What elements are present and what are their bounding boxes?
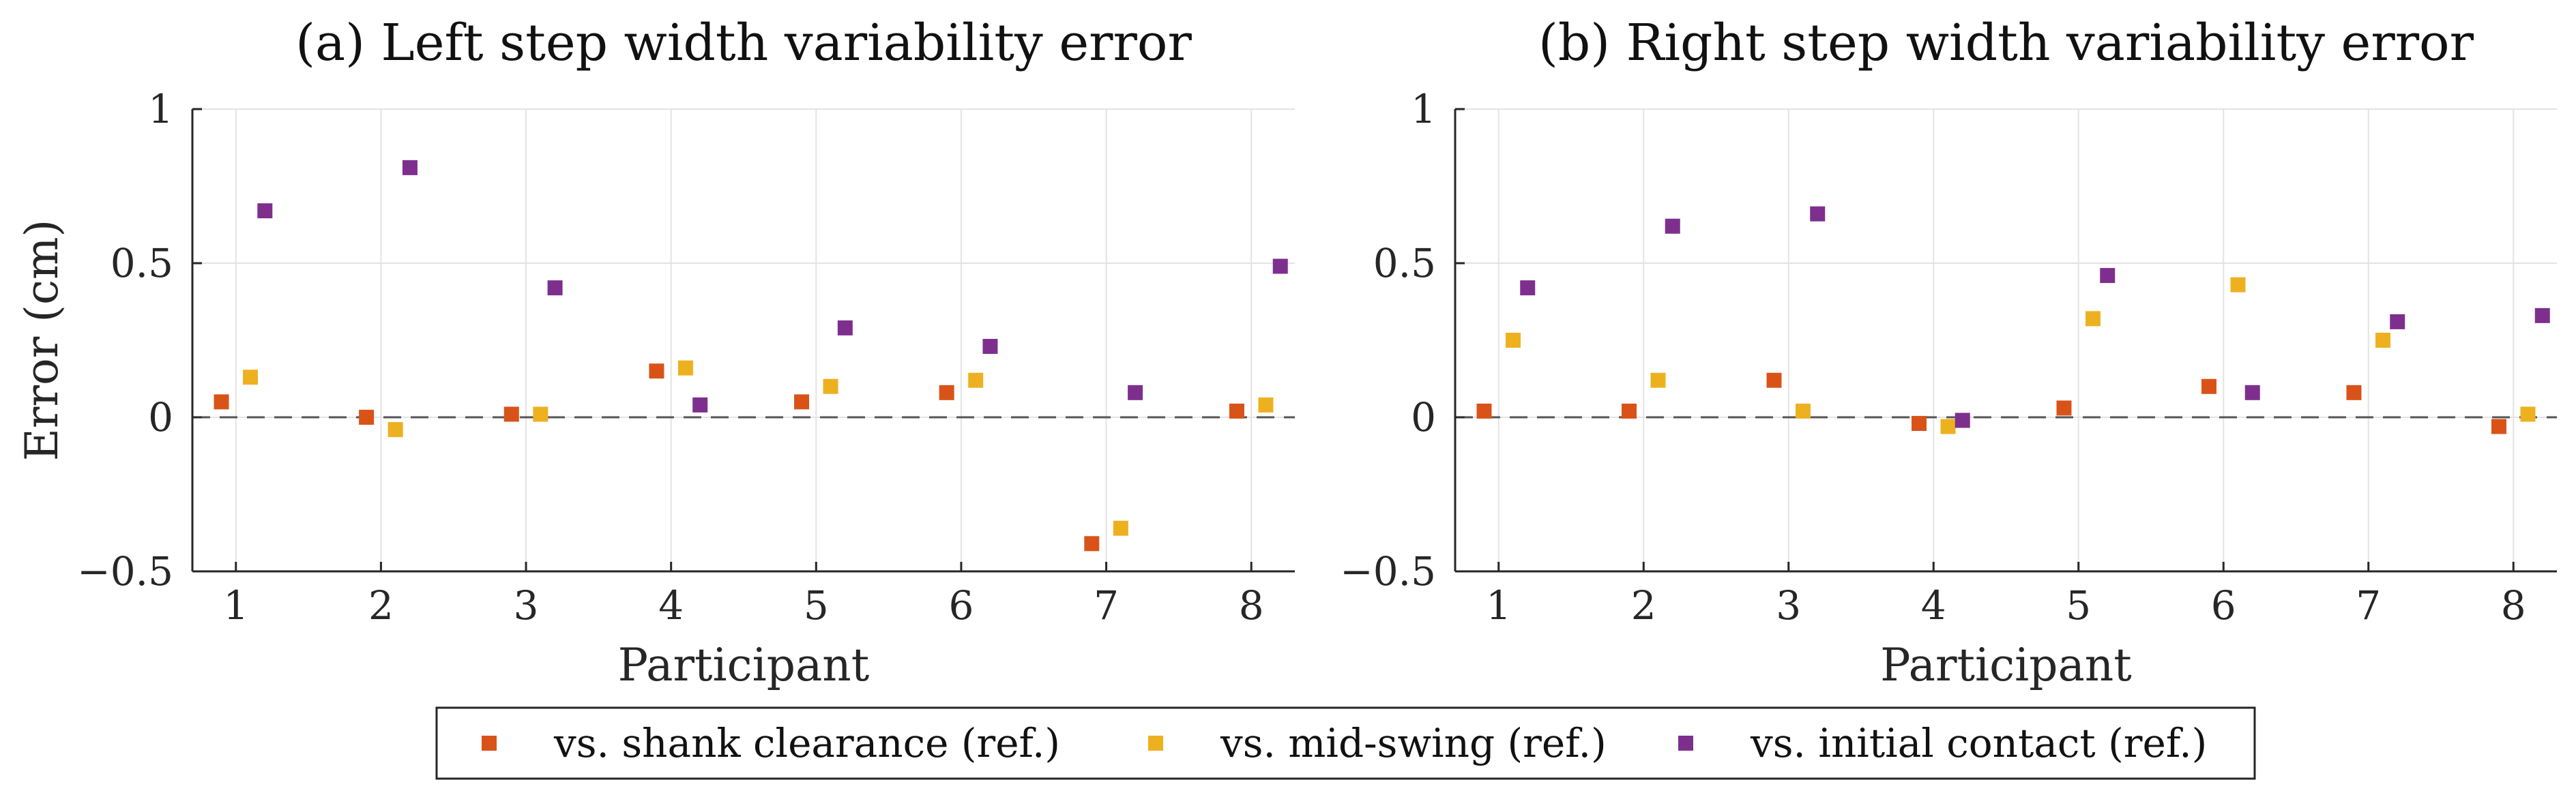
y-tick-label: 0 <box>1411 394 1436 440</box>
x-tick-label: 6 <box>948 582 974 629</box>
point-right-series2-p1 <box>1520 280 1536 296</box>
point-right-series0-p1 <box>1476 403 1492 419</box>
y-tick-label: 0.5 <box>111 240 173 286</box>
point-right-series1-p4 <box>1940 419 1956 434</box>
point-right-series0-p5 <box>2056 400 2072 416</box>
point-right-series0-p7 <box>2346 385 2362 400</box>
point-left-series2-p7 <box>1128 385 1143 400</box>
point-right-series2-p5 <box>2100 268 2116 284</box>
legend-marker-3 <box>1678 736 1693 751</box>
point-left-series1-p1 <box>243 370 259 385</box>
x-tick-label: 8 <box>1239 582 1264 629</box>
x-tick-label: 1 <box>1486 582 1511 629</box>
legend-marker-1 <box>482 736 497 751</box>
point-left-series1-p6 <box>968 372 984 388</box>
point-right-series1-p2 <box>1650 372 1666 388</box>
y-tick-label: 0 <box>148 394 173 440</box>
x-tick-label: 4 <box>658 582 684 629</box>
legend-label-2: vs. mid-swing (ref.) <box>1220 720 1607 766</box>
y-tick-label: −0.5 <box>1340 548 1436 595</box>
point-right-series1-p8 <box>2520 406 2536 422</box>
x-tick-label: 6 <box>2211 582 2236 629</box>
x-tick-label: 8 <box>2501 582 2526 629</box>
legend: vs. shank clearance (ref.) vs. mid-swing … <box>435 706 2256 780</box>
x-tick-label: 3 <box>1776 582 1801 629</box>
point-right-series1-p6 <box>2230 277 2246 292</box>
point-right-series1-p3 <box>1796 403 1811 419</box>
point-left-series2-p8 <box>1272 258 1288 274</box>
point-left-series0-p1 <box>214 394 229 410</box>
chart-left-step-width: 1 2 3 4 5 6 7 8 −0.5 0 0.5 1 (a) Left step width var… <box>16 14 1295 691</box>
y-tick-label: 1 <box>1411 86 1436 132</box>
point-left-series0-p4 <box>649 363 664 379</box>
legend-label-3: vs. initial contact (ref.) <box>1750 720 2207 766</box>
point-right-series0-p3 <box>1766 372 1782 388</box>
point-right-series0-p8 <box>2491 419 2506 434</box>
legend-marker-2 <box>1148 736 1163 751</box>
point-left-series2-p2 <box>402 160 418 175</box>
point-left-series0-p3 <box>503 406 519 422</box>
point-left-series0-p2 <box>359 410 375 425</box>
point-right-series2-p6 <box>2244 385 2260 400</box>
point-right-series0-p2 <box>1622 403 1637 419</box>
point-right-series2-p8 <box>2534 308 2550 323</box>
x-tick-label: 2 <box>1631 582 1656 629</box>
x-tick-label: 5 <box>804 582 829 629</box>
x-tick-label: 3 <box>514 582 539 629</box>
point-right-series0-p4 <box>1912 416 1927 432</box>
point-left-series2-p1 <box>257 203 273 219</box>
point-left-series1-p2 <box>387 422 403 438</box>
point-left-series2-p4 <box>692 397 708 412</box>
point-left-series2-p6 <box>982 339 998 355</box>
point-right-series2-p7 <box>2390 314 2405 329</box>
point-left-series0-p7 <box>1084 536 1100 552</box>
x-tick-label: 1 <box>223 582 248 629</box>
x-tick-label: 5 <box>2066 582 2091 629</box>
point-right-series2-p2 <box>1665 218 1680 234</box>
x-axis-label: Participant <box>1880 639 2132 691</box>
point-left-series1-p4 <box>677 360 693 376</box>
x-axis-label: Participant <box>618 639 870 691</box>
point-right-series1-p5 <box>2085 311 2101 327</box>
point-left-series2-p5 <box>837 320 853 335</box>
y-tick-label: 0.5 <box>1373 240 1436 286</box>
y-tick-label: −0.5 <box>77 548 173 595</box>
x-tick-label: 7 <box>2356 582 2381 629</box>
point-left-series1-p8 <box>1258 397 1274 412</box>
point-left-series1-p7 <box>1113 520 1128 536</box>
chart-right-step-width: 1 2 3 4 5 6 7 8 −0.5 0 0.5 1 (b) Right step width va… <box>1340 14 2557 691</box>
x-tick-label: 4 <box>1921 582 1946 629</box>
x-tick-label: 2 <box>368 582 394 629</box>
point-right-series2-p3 <box>1810 206 1826 222</box>
legend-box <box>435 706 2256 780</box>
chart-title: (b) Right step width variability error <box>1538 14 2474 72</box>
y-axis-label: Error (cm) <box>16 220 68 462</box>
point-left-series0-p8 <box>1229 403 1244 419</box>
point-left-series0-p6 <box>939 385 954 400</box>
x-tick-label: 7 <box>1094 582 1119 629</box>
point-right-series1-p1 <box>1506 333 1521 348</box>
point-left-series0-p5 <box>794 394 810 410</box>
point-right-series0-p6 <box>2201 378 2216 394</box>
point-left-series1-p5 <box>823 378 838 394</box>
legend-label-1: vs. shank clearance (ref.) <box>553 720 1060 766</box>
point-left-series2-p3 <box>547 280 563 296</box>
point-left-series1-p3 <box>533 406 548 422</box>
point-right-series1-p7 <box>2375 333 2390 348</box>
point-right-series2-p4 <box>1955 412 1970 428</box>
y-tick-label: 1 <box>148 86 173 132</box>
chart-title: (a) Left step width variability error <box>295 14 1192 72</box>
